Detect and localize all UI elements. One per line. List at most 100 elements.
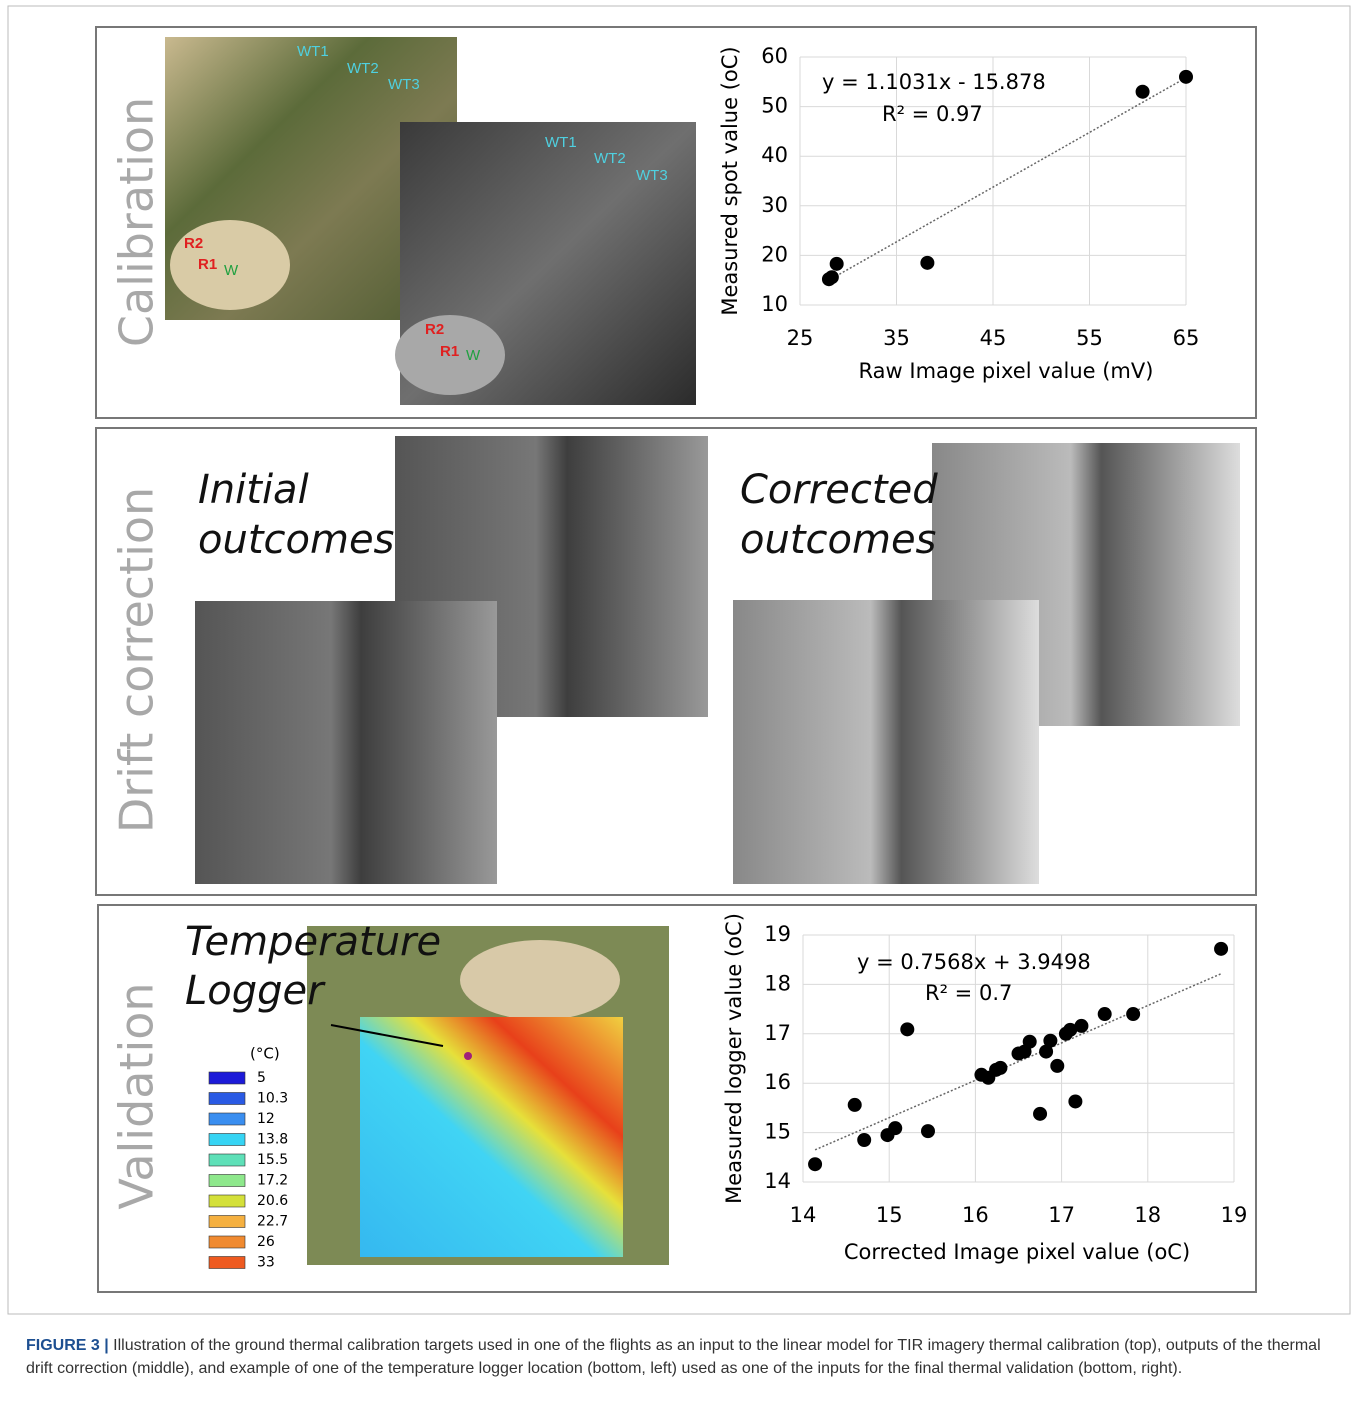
panel-label: Calibration: [110, 97, 164, 347]
point: [1043, 1034, 1057, 1048]
legend-swatch: [209, 1216, 245, 1228]
point: [1136, 85, 1150, 99]
x-tick-label: 18: [1134, 1203, 1161, 1227]
point: [888, 1121, 902, 1135]
point: [1050, 1059, 1064, 1073]
point: [1023, 1035, 1037, 1049]
x-tick-label: 45: [980, 326, 1007, 350]
point: [1214, 942, 1228, 956]
annotation: R² = 0.7: [925, 981, 1012, 1005]
legend-swatch: [209, 1236, 245, 1248]
legend-label: 22.7: [257, 1214, 288, 1230]
x-tick-label: 16: [962, 1203, 989, 1227]
legend-swatch: [209, 1093, 245, 1105]
image-label: WT1: [545, 134, 577, 151]
caption-label: FIGURE 3 |: [26, 1337, 109, 1354]
panel-label: Drift correction: [110, 487, 164, 833]
image-label: R2: [184, 235, 203, 252]
legend-label: 12: [257, 1111, 275, 1127]
thermal-overlay: [360, 1017, 623, 1257]
x-tick-label: 14: [790, 1203, 817, 1227]
point: [993, 1061, 1007, 1075]
legend-swatch: [209, 1154, 245, 1166]
caption-text: Illustration of the ground thermal calib…: [26, 1337, 1321, 1377]
panel-label: Validation: [110, 982, 164, 1209]
image-detail: [460, 940, 620, 1020]
legend-swatch: [209, 1195, 245, 1207]
legend-swatch: [209, 1134, 245, 1146]
legend-label: 20.6: [257, 1193, 288, 1209]
annotation: R² = 0.97: [882, 102, 983, 126]
y-tick-label: 14: [764, 1169, 791, 1193]
legend-label: 10.3: [257, 1091, 288, 1107]
legend-swatch: [209, 1257, 245, 1269]
point: [1068, 1094, 1082, 1108]
image-title: Corrected: [740, 467, 938, 513]
x-tick-label: 35: [883, 326, 910, 350]
y-tick-label: 50: [761, 94, 788, 118]
x-axis-label: Corrected Image pixel value (oC): [844, 1240, 1190, 1264]
y-tick-label: 16: [764, 1070, 791, 1094]
x-tick-label: 25: [787, 326, 814, 350]
point: [1126, 1007, 1140, 1021]
y-axis-label: Measured spot value (oC): [718, 46, 742, 315]
image-title: outcomes: [740, 517, 936, 563]
x-tick-label: 19: [1221, 1203, 1248, 1227]
logger-point: [464, 1052, 472, 1060]
image-label: WT3: [388, 76, 420, 93]
point: [1098, 1007, 1112, 1021]
legend-swatch: [209, 1175, 245, 1187]
legend-label: 26: [257, 1234, 275, 1250]
image-label: R1: [198, 256, 217, 273]
point: [848, 1098, 862, 1112]
y-tick-label: 20: [761, 242, 788, 266]
point: [920, 256, 934, 270]
annotation: y = 1.1031x - 15.878: [822, 70, 1046, 94]
image-label: W: [466, 347, 481, 364]
y-tick-label: 19: [764, 922, 791, 946]
legend-swatch: [209, 1113, 245, 1125]
trendline: [815, 974, 1221, 1150]
image-title: Temperature: [185, 919, 441, 965]
legend-unit: (°C): [250, 1045, 280, 1063]
image-label: WT3: [636, 167, 668, 184]
y-tick-label: 17: [764, 1021, 791, 1045]
point: [1074, 1019, 1088, 1033]
point: [900, 1022, 914, 1036]
x-tick-label: 55: [1076, 326, 1103, 350]
caption: FIGURE 3 | Illustration of the ground th…: [26, 1334, 1326, 1380]
point: [857, 1133, 871, 1147]
image-title: outcomes: [198, 517, 394, 563]
point: [1179, 70, 1193, 84]
y-tick-label: 15: [764, 1120, 791, 1144]
image-label: R1: [440, 343, 459, 360]
x-axis-label: Raw Image pixel value (mV): [859, 359, 1154, 383]
legend-label: 13.8: [257, 1132, 288, 1148]
point: [1033, 1107, 1047, 1121]
image-label: R2: [425, 321, 444, 338]
x-tick-label: 65: [1173, 326, 1200, 350]
y-tick-label: 10: [761, 292, 788, 316]
annotation: y = 0.7568x + 3.9498: [857, 950, 1091, 974]
point: [825, 270, 839, 284]
image-title: Logger: [185, 968, 326, 1014]
figure: Calibration Drift correction Validation …: [0, 0, 1358, 1320]
point: [808, 1157, 822, 1171]
x-tick-label: 17: [1048, 1203, 1075, 1227]
thermal-image: [195, 601, 497, 884]
image-label: WT1: [297, 43, 329, 60]
y-tick-label: 60: [761, 44, 788, 68]
legend-swatch: [209, 1072, 245, 1084]
image-title: Initial: [198, 467, 309, 513]
y-tick-label: 18: [764, 971, 791, 995]
legend-label: 33: [257, 1255, 275, 1271]
legend-label: 17.2: [257, 1173, 288, 1189]
x-tick-label: 15: [876, 1203, 903, 1227]
y-tick-label: 40: [761, 143, 788, 167]
y-tick-label: 30: [761, 193, 788, 217]
thermal-image: [733, 600, 1039, 884]
legend-label: 5: [257, 1070, 266, 1086]
legend-label: 15.5: [257, 1152, 288, 1168]
point: [830, 257, 844, 271]
y-axis-label: Measured logger value (oC): [722, 913, 746, 1204]
